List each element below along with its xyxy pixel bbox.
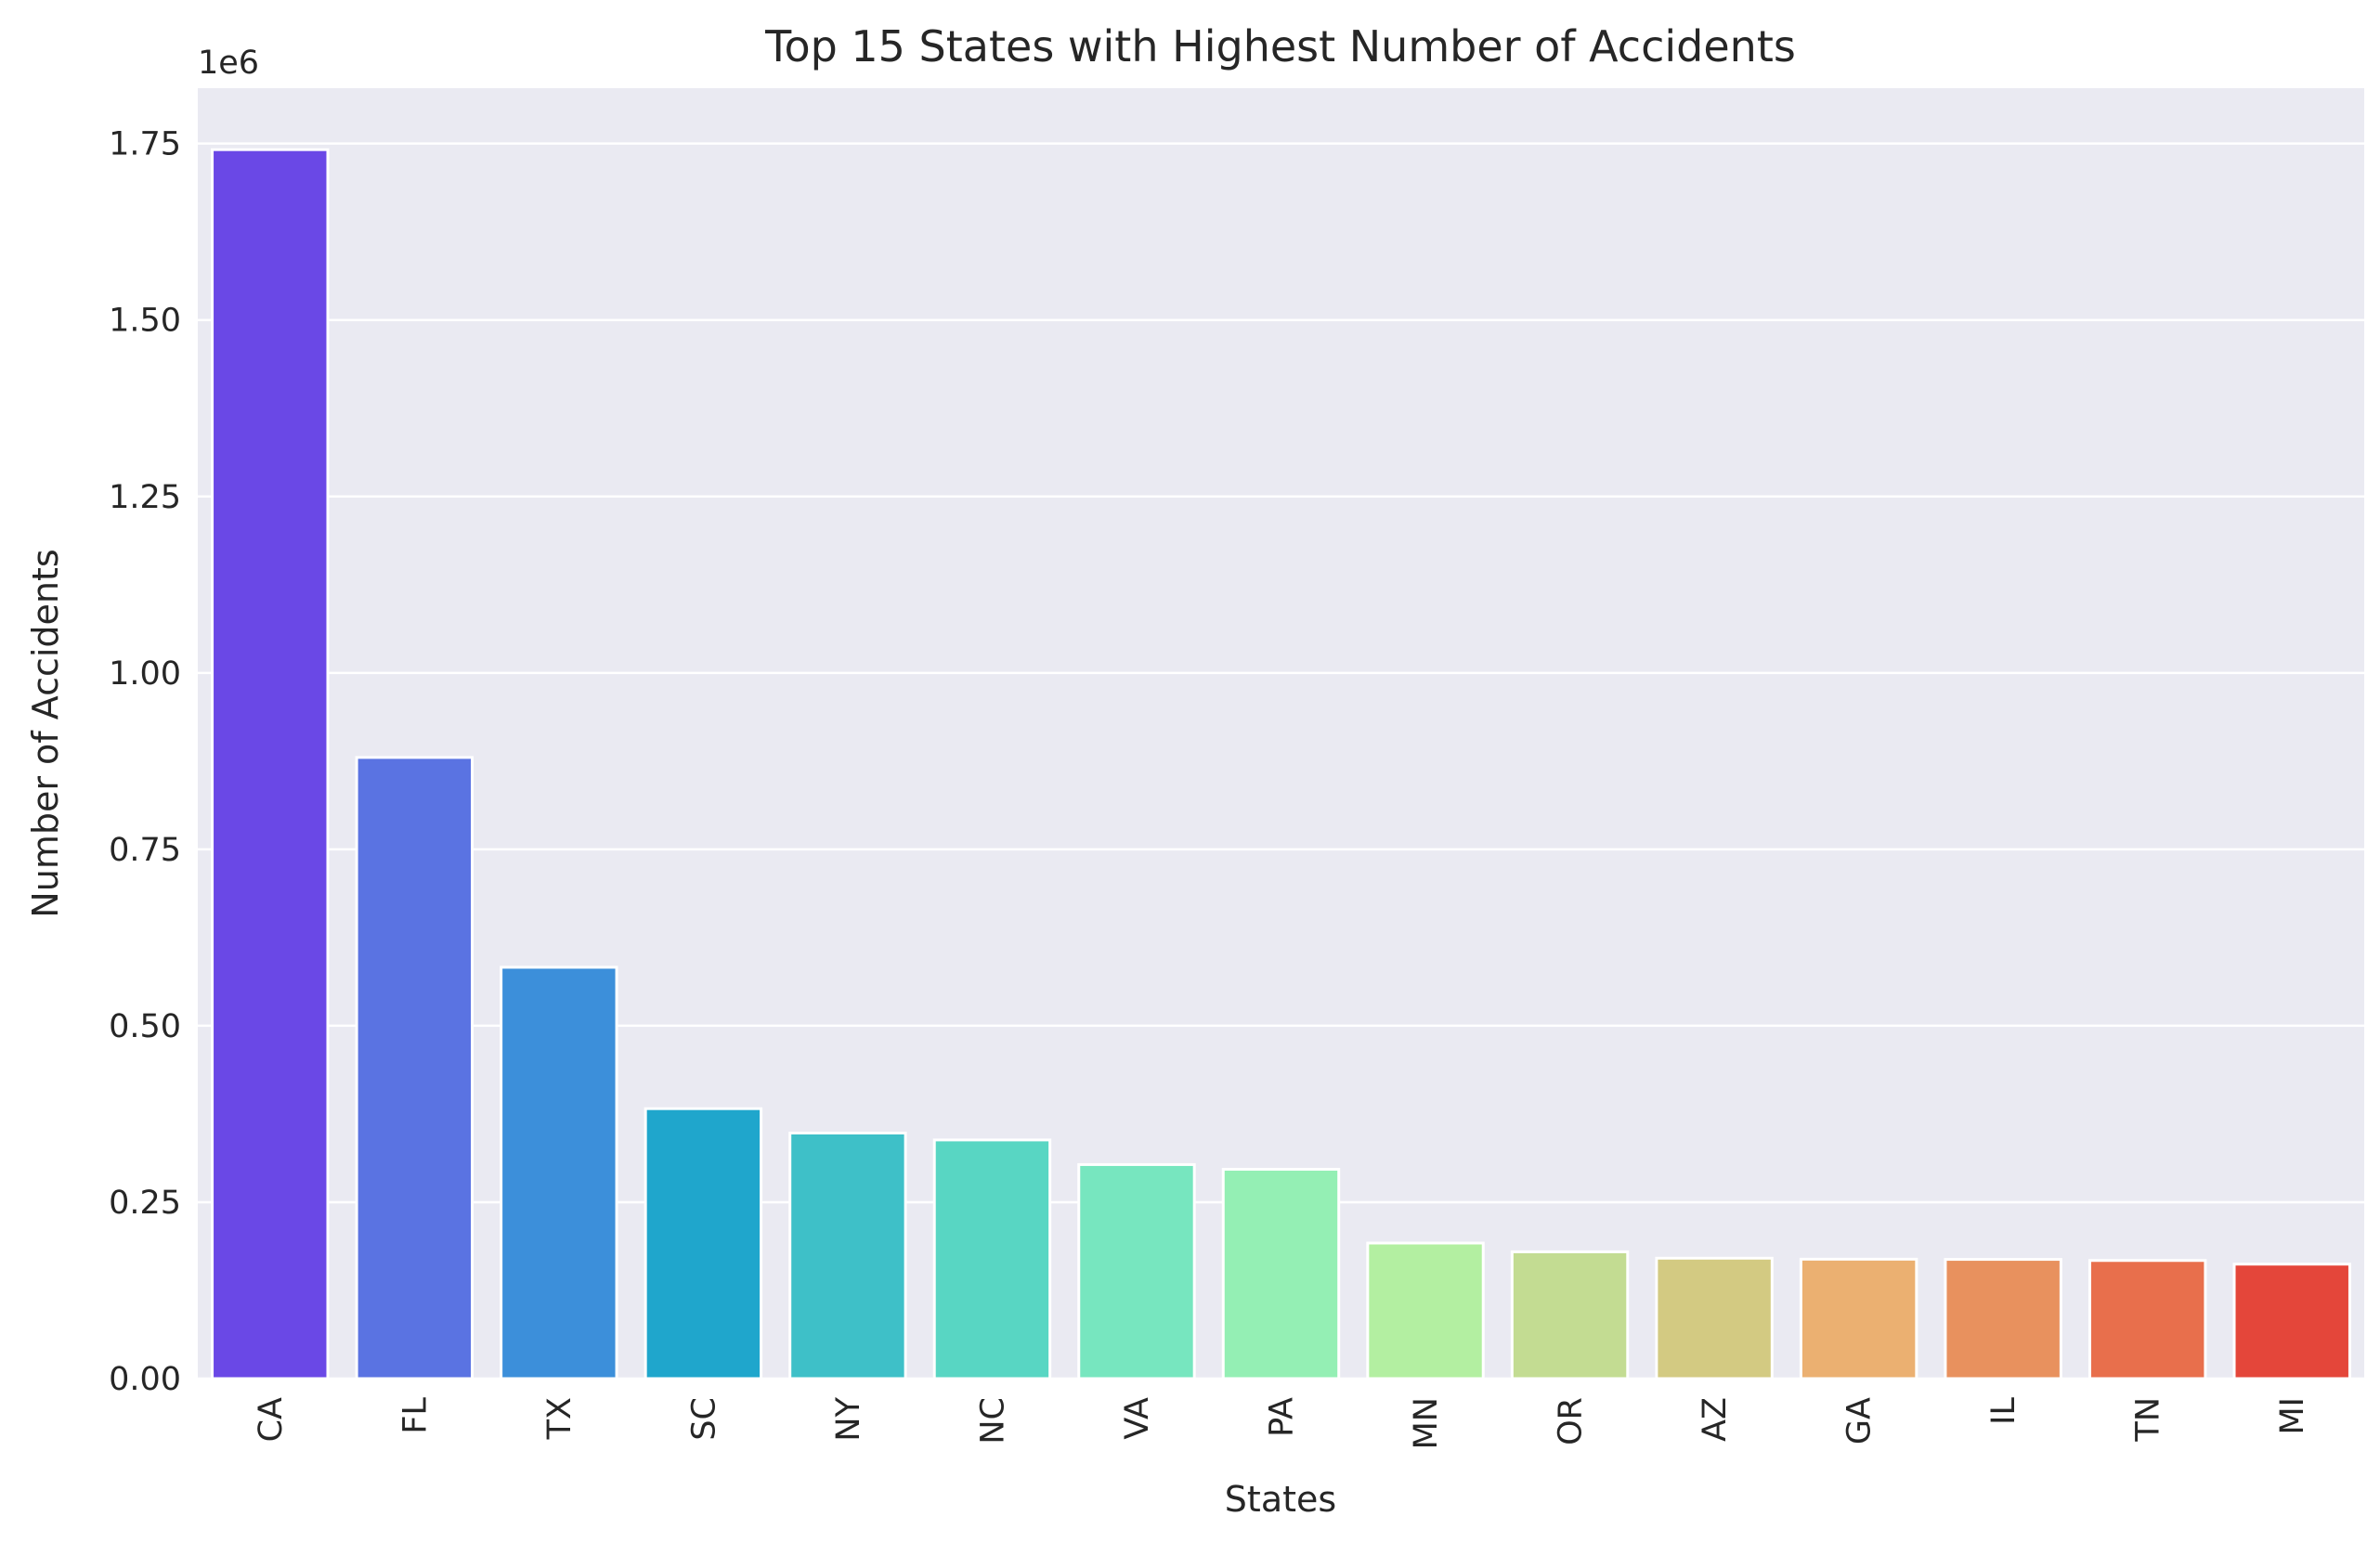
- x-tick-label: MN: [1408, 1397, 1445, 1449]
- x-tick-label: VA: [1119, 1397, 1156, 1440]
- x-tick-label: PA: [1264, 1397, 1301, 1437]
- bar-tn: [2087, 1259, 2207, 1380]
- x-tick-label: GA: [1841, 1397, 1879, 1445]
- bar-pa: [1221, 1168, 1341, 1380]
- bar-or: [1510, 1250, 1630, 1380]
- bar-mn: [1366, 1241, 1485, 1380]
- x-tick-label: IL: [1985, 1397, 2022, 1425]
- x-tick-label: OR: [1553, 1397, 1590, 1445]
- bar-il: [1944, 1258, 2062, 1380]
- x-tick-label: CA: [253, 1397, 290, 1442]
- bars: [211, 148, 2351, 1380]
- y-tick-label: 0.00: [109, 1361, 181, 1398]
- x-tick-label: FL: [397, 1397, 434, 1434]
- x-tick-label: AZ: [1697, 1397, 1734, 1442]
- y-tick-label: 0.75: [109, 832, 181, 869]
- chart-title: Top 15 States with Highest Number of Acc…: [764, 21, 1796, 71]
- x-axis-label: States: [1225, 1479, 1336, 1520]
- bar-ga: [1799, 1257, 1918, 1380]
- y-tick-label: 0.50: [109, 1008, 181, 1045]
- x-tick-label: TN: [2130, 1397, 2167, 1443]
- x-tick-label: SC: [685, 1397, 722, 1441]
- bar-ny: [788, 1131, 907, 1380]
- y-tick-label: 1.75: [109, 126, 181, 163]
- y-axis-label: Number of Accidents: [25, 549, 66, 917]
- y-tick-label: 1.50: [109, 303, 181, 340]
- bar-fl: [355, 756, 475, 1380]
- x-tick-label: TX: [541, 1397, 579, 1440]
- y-axis-offset-label: 1e6: [198, 45, 259, 82]
- bar-nc: [932, 1138, 1052, 1380]
- x-tick-label: NC: [974, 1397, 1011, 1445]
- x-tick-label: MI: [2274, 1397, 2311, 1435]
- y-tick-label: 1.00: [109, 655, 181, 693]
- bar-az: [1655, 1256, 1774, 1380]
- bar-mi: [2232, 1263, 2351, 1380]
- x-tick-label: NY: [830, 1396, 867, 1441]
- y-tick-labels: 0.00 0.25 0.50 0.75 1.00 1.25 1.50 1.75: [109, 126, 181, 1398]
- y-tick-label: 0.25: [109, 1185, 181, 1222]
- x-tick-labels: CA FL TX SC NY NC VA PA MN OR AZ GA IL TN MI: [253, 1396, 2311, 1449]
- bar-tx: [500, 965, 618, 1380]
- bar-ca: [211, 148, 330, 1380]
- bar-va: [1077, 1162, 1196, 1380]
- y-tick-label: 1.25: [109, 479, 181, 516]
- bar-sc: [644, 1107, 763, 1380]
